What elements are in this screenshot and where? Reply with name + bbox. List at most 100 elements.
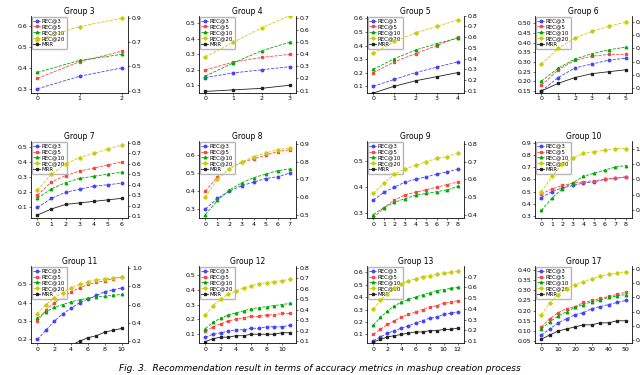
MRR (580, 235, 588, 240)
REC@10 (217, 316, 225, 320)
REC@5 (546, 316, 554, 321)
REC@10 (419, 292, 426, 297)
MRR (433, 328, 440, 333)
REC@5 (422, 188, 430, 192)
Line: MRR: MRR (372, 327, 459, 343)
Line: MRR: MRR (540, 320, 627, 340)
REC@3 (376, 334, 384, 339)
REC@3 (412, 70, 419, 75)
MRR (286, 330, 294, 335)
Line: MRR: MRR (36, 327, 123, 368)
Line: REC@20: REC@20 (540, 21, 627, 65)
REC@20 (572, 36, 579, 40)
REC@3 (262, 176, 269, 181)
REC@10 (226, 188, 234, 192)
REC@5 (286, 147, 294, 152)
REC@5 (433, 43, 440, 48)
REC@10 (569, 180, 577, 185)
MRR (248, 332, 255, 336)
REC@10 (202, 326, 209, 331)
REC@3 (34, 205, 42, 210)
Line: REC@10: REC@10 (36, 293, 123, 320)
REC@5 (202, 68, 209, 72)
REC@5 (278, 311, 286, 316)
REC@5 (76, 169, 83, 173)
Line: REC@3: REC@3 (204, 324, 291, 338)
REC@5 (440, 301, 447, 306)
REC@3 (101, 290, 109, 294)
Line: REC@3: REC@3 (372, 168, 459, 201)
REC@20 (412, 163, 419, 168)
REC@20 (605, 272, 612, 277)
REC@3 (422, 175, 430, 179)
REC@10 (588, 299, 596, 304)
Line: REC@5: REC@5 (372, 36, 459, 74)
REC@20 (255, 281, 263, 286)
REC@20 (611, 146, 619, 151)
REC@20 (202, 313, 209, 317)
Title: Group 11: Group 11 (62, 257, 97, 266)
REC@10 (538, 327, 545, 331)
REC@10 (76, 176, 83, 181)
REC@3 (286, 171, 294, 176)
MRR (613, 318, 621, 323)
MRR (572, 75, 579, 80)
REC@5 (601, 177, 609, 182)
REC@10 (263, 304, 271, 309)
REC@10 (390, 200, 398, 204)
REC@3 (588, 62, 596, 66)
REC@3 (605, 302, 612, 307)
REC@20 (397, 282, 405, 286)
MRR (454, 326, 461, 330)
Line: REC@3: REC@3 (36, 182, 123, 209)
REC@3 (263, 324, 271, 329)
REC@10 (109, 293, 117, 298)
REC@20 (538, 62, 545, 66)
Legend: REC@3, REC@5, REC@10, REC@20, MRR: REC@3, REC@5, REC@10, REC@20, MRR (200, 267, 235, 299)
Line: REC@5: REC@5 (540, 176, 627, 195)
REC@3 (76, 74, 83, 78)
REC@20 (404, 279, 412, 283)
MRR (433, 75, 440, 79)
REC@10 (605, 295, 612, 300)
REC@3 (596, 304, 604, 309)
Title: Group 5: Group 5 (400, 7, 431, 16)
REC@3 (621, 56, 629, 60)
REC@3 (278, 324, 286, 329)
MRR (34, 213, 42, 217)
MRR (554, 81, 562, 86)
Line: REC@20: REC@20 (204, 147, 291, 198)
MRR (232, 333, 240, 338)
Title: Group 7: Group 7 (64, 132, 95, 141)
REC@20 (263, 280, 271, 285)
REC@5 (621, 52, 629, 57)
MRR (390, 260, 398, 264)
REC@5 (580, 180, 588, 184)
Title: Group 8: Group 8 (232, 132, 263, 141)
REC@20 (76, 282, 83, 286)
Line: MRR: MRR (372, 248, 459, 279)
MRR (286, 83, 294, 87)
REC@20 (383, 291, 391, 296)
Line: REC@10: REC@10 (36, 171, 123, 200)
REC@3 (390, 328, 398, 333)
REC@5 (104, 163, 111, 167)
REC@10 (101, 294, 109, 298)
REC@20 (580, 151, 588, 155)
REC@5 (433, 303, 440, 308)
MRR (67, 343, 75, 347)
REC@20 (237, 160, 245, 164)
Legend: REC@3, REC@5, REC@10, REC@20, MRR: REC@3, REC@5, REC@10, REC@20, MRR (368, 267, 403, 299)
REC@10 (214, 198, 221, 203)
Line: REC@5: REC@5 (36, 50, 123, 80)
REC@5 (412, 310, 419, 314)
MRR (42, 357, 50, 362)
REC@3 (248, 326, 255, 330)
REC@20 (93, 278, 100, 282)
Legend: REC@3, REC@5, REC@10, REC@20, MRR: REC@3, REC@5, REC@10, REC@20, MRR (32, 142, 67, 174)
Line: REC@10: REC@10 (540, 293, 627, 330)
REC@5 (90, 166, 97, 170)
REC@10 (412, 193, 419, 198)
MRR (118, 112, 125, 116)
REC@20 (422, 160, 430, 164)
